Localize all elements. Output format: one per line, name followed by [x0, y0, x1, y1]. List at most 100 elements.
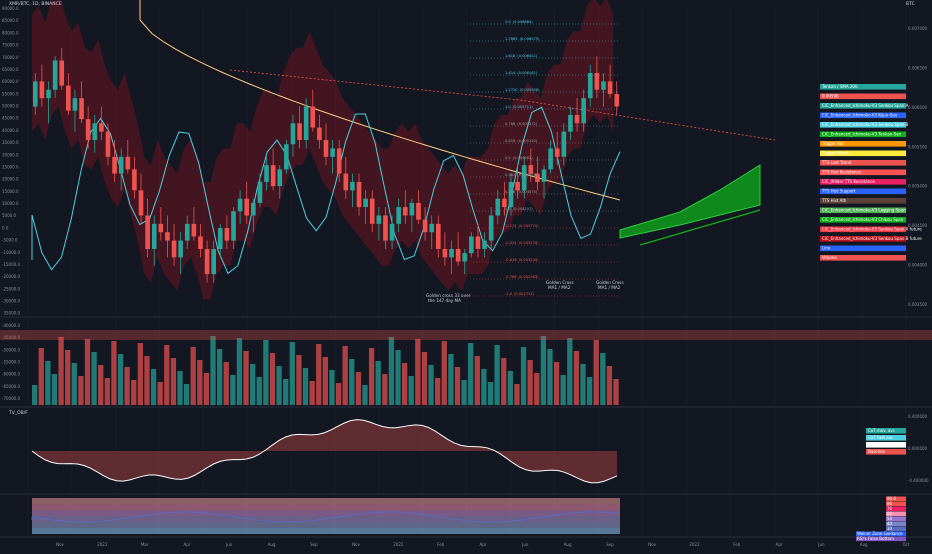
volume-bar	[474, 356, 480, 405]
volume-bar	[230, 375, 236, 405]
right-axis-tick: 0.006500	[908, 65, 928, 70]
candle-body	[204, 248, 210, 275]
fib-value: (0.003770)	[519, 224, 540, 228]
x-axis-tick: Jun	[225, 542, 233, 547]
annotation-golden-cross-2: Golden Cross	[596, 280, 624, 285]
osc-tag	[866, 449, 906, 455]
candle-body	[178, 240, 183, 258]
fib-value: (0.005372)	[517, 122, 538, 126]
future-span-a	[639, 209, 761, 246]
rsi-band	[32, 528, 620, 534]
fib-ratio: 0.0	[505, 207, 511, 211]
volume-bar	[560, 375, 566, 405]
price-tag	[820, 141, 906, 147]
candle-body	[85, 119, 91, 141]
volume-bar	[177, 371, 183, 405]
right-axis-tick: 0.006000	[908, 105, 928, 110]
volume-bar	[382, 374, 388, 405]
candle-body	[270, 165, 276, 187]
price-tag	[820, 255, 906, 261]
volume-bar	[150, 369, 157, 405]
price-tag	[820, 245, 906, 252]
volume-bar	[586, 377, 593, 405]
x-axis-tick: Jun	[521, 542, 529, 547]
x-axis-tick: 2023	[689, 542, 700, 547]
volume-bar	[183, 384, 190, 405]
volume-bar	[487, 382, 494, 405]
rsi-tag	[886, 526, 906, 532]
volume-bar	[51, 374, 58, 405]
volume-bar	[170, 358, 177, 405]
price-tag	[820, 198, 906, 204]
fib-ratio: 0.786	[505, 122, 516, 126]
candle-body	[52, 60, 58, 90]
volume-bar	[84, 339, 91, 405]
annotation-ma-2: MA1 / MA2	[598, 285, 621, 290]
osc-tag-text: Baseline	[868, 449, 885, 454]
price-tag-text: CiC_Wilder TTS Resistance	[822, 179, 875, 184]
ichimoku-cloud	[32, 0, 614, 300]
price-tag	[820, 179, 906, 185]
left-axis-tick: -5000.0	[2, 238, 18, 243]
volume-bar	[342, 346, 348, 405]
candle-body	[284, 144, 289, 170]
fib-value: (0.005958)	[520, 88, 541, 92]
volume-bar	[124, 367, 130, 405]
price-tag	[820, 122, 906, 128]
price-tag-text: Trigger Admit	[821, 151, 849, 156]
fib-ratio: 0.5	[505, 156, 511, 160]
rsi-tag-text: 40	[887, 521, 893, 526]
left-axis-tick: 45000.0	[2, 116, 19, 121]
left-axis-tick: 80000.0	[2, 30, 19, 35]
candle-body	[574, 114, 580, 124]
trend-resistance	[229, 69, 776, 141]
volume-band	[0, 330, 932, 340]
price-tag-text: CiC_Enhanced_Ichimoku-V3 Senkou Span A	[822, 103, 909, 108]
candle-body	[323, 140, 329, 157]
fib-value: (0.004257)	[513, 207, 534, 211]
x-axis-tick: Feb	[733, 542, 741, 547]
right-axis-tick: 0.005500	[908, 144, 928, 149]
fib-ratio: 1.618	[505, 54, 516, 58]
volume-bar	[263, 340, 269, 405]
left-axis-tick: 50000.0	[2, 104, 19, 109]
volume-bar	[216, 349, 223, 405]
candle-body	[72, 98, 78, 111]
osc-tag	[866, 428, 906, 434]
candle-body	[568, 114, 573, 132]
rsi-tag-text: RSI's False Bottom	[857, 536, 894, 541]
price-tag	[820, 236, 906, 242]
volume-bar	[256, 377, 262, 405]
price-tag-text: TTS Hist Ath	[821, 198, 847, 203]
left-axis-tick: -20000.0	[2, 274, 20, 279]
symbol-label: BTC	[906, 2, 915, 7]
price-tag	[820, 112, 906, 119]
volume-bar	[600, 353, 606, 405]
fib-ratio: 0.618	[505, 139, 516, 143]
volume-bar	[415, 339, 421, 405]
volume-bar	[408, 376, 414, 405]
candle-body	[350, 181, 355, 191]
fib-label: 1.7865 (0.006575)	[505, 37, 540, 41]
price-tag	[820, 160, 906, 166]
volume-bar	[448, 354, 454, 405]
right-axis-tick: 0.004500	[908, 223, 928, 228]
volume-bar	[514, 384, 520, 405]
volume-bar	[71, 363, 77, 405]
candle-body	[237, 198, 243, 212]
volume-bar	[613, 379, 619, 405]
candle-body	[482, 240, 487, 249]
price-tag-text: 0.00598	[822, 94, 839, 99]
fib-label: 0.5 (0.004982)	[505, 156, 533, 160]
right-axis-tick: 0.003500	[908, 302, 928, 307]
candle-body	[422, 219, 428, 233]
candle-body	[515, 181, 520, 191]
rsi-tag-text: 30	[887, 526, 893, 531]
candle-body	[39, 81, 45, 99]
fib-value: (0.006864)	[513, 20, 534, 24]
left-axis-tick: 0.0	[2, 225, 9, 230]
fib-label: 0.618 (0.005120)	[505, 139, 538, 143]
price-tag-text: CiC_Enhanced_Ichimoku-V3 Chikou Span	[822, 217, 904, 222]
volume-bar	[507, 371, 513, 405]
